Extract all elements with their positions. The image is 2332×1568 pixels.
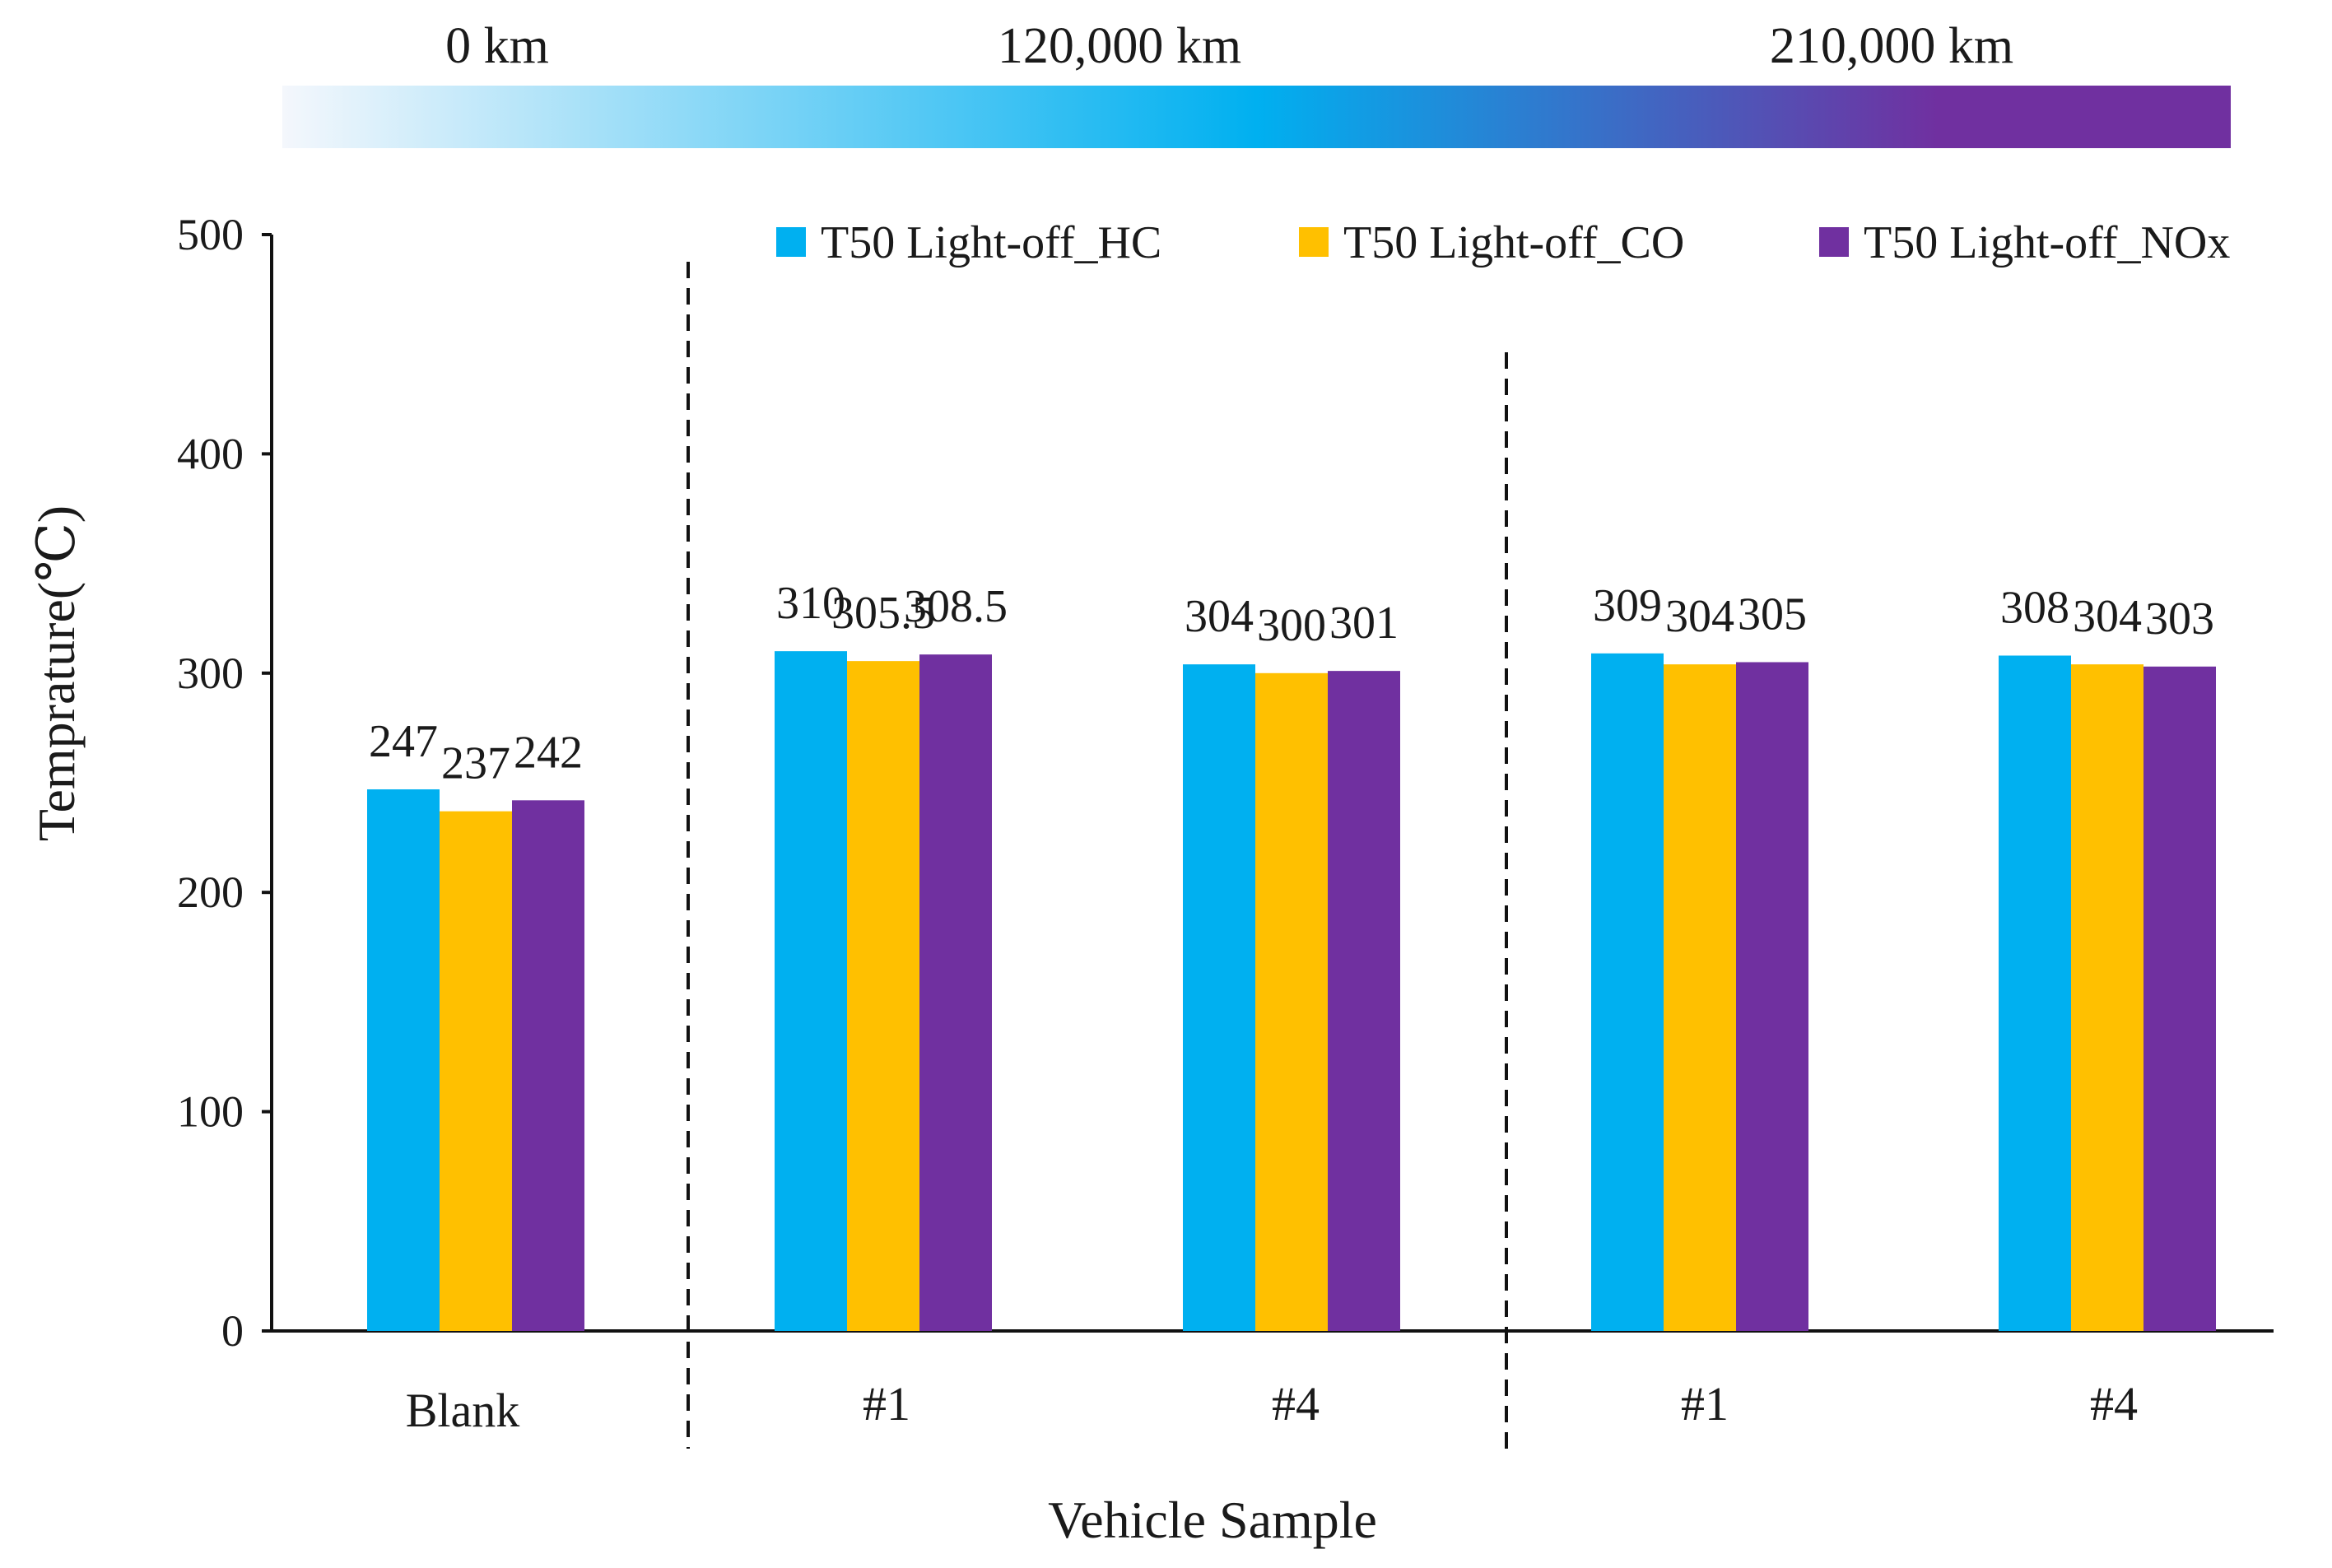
category-label-1-210k: #1 bbox=[1681, 1377, 1729, 1431]
bar-nox-0 bbox=[512, 800, 584, 1331]
y-tick-label: 500 bbox=[177, 210, 244, 259]
mileage-label-120000km: 120,000 km bbox=[998, 18, 1241, 74]
y-tick-label: 400 bbox=[177, 429, 244, 478]
bar-nox-4 bbox=[2143, 666, 2216, 1331]
data-label-hc-0: 247 bbox=[369, 716, 438, 767]
data-label-nox-2: 301 bbox=[1329, 598, 1399, 649]
legend-swatch-co bbox=[1299, 227, 1329, 257]
legend-swatch-hc bbox=[776, 227, 806, 257]
y-tick-label: 200 bbox=[177, 868, 244, 917]
data-label-nox-0: 242 bbox=[514, 727, 583, 778]
data-label-nox-4: 303 bbox=[2145, 593, 2214, 644]
legend-label-co: T50 Light-off_CO bbox=[1343, 217, 1684, 268]
data-label-hc-4: 308 bbox=[2000, 582, 2069, 633]
y-tick-label: 300 bbox=[177, 649, 244, 698]
y-tick-label: 100 bbox=[177, 1087, 244, 1137]
data-label-hc-1: 310 bbox=[776, 578, 845, 629]
bar-hc-3 bbox=[1591, 653, 1664, 1331]
category-label-blank: Blank bbox=[406, 1384, 520, 1437]
bar-hc-1 bbox=[775, 651, 847, 1331]
bar-co-1 bbox=[847, 661, 919, 1331]
data-label-co-3: 304 bbox=[1665, 591, 1734, 642]
data-label-co-1: 305.5 bbox=[831, 588, 935, 639]
bar-hc-4 bbox=[1999, 655, 2071, 1331]
data-label-hc-3: 309 bbox=[1593, 580, 1662, 631]
bar-co-4 bbox=[2071, 664, 2143, 1331]
category-label-4-120k: #4 bbox=[1272, 1377, 1320, 1431]
data-label-co-4: 304 bbox=[2073, 591, 2142, 642]
data-label-hc-2: 304 bbox=[1185, 591, 1254, 642]
legend: T50 Light-off_HC T50 Light-off_CO T50 Li… bbox=[776, 217, 2230, 268]
category-label-4-210k: #4 bbox=[2090, 1377, 2138, 1431]
y-axis-title: Temprature(℃) bbox=[27, 505, 86, 841]
x-axis-title: Vehicle Sample bbox=[1048, 1491, 1377, 1549]
data-label-co-0: 237 bbox=[441, 738, 510, 789]
y-tick-label: 0 bbox=[221, 1306, 244, 1356]
bar-hc-0 bbox=[367, 789, 440, 1331]
legend-label-nox: T50 Light-off_NOx bbox=[1864, 217, 2230, 268]
category-label-1-120k: #1 bbox=[863, 1377, 910, 1431]
data-label-co-2: 300 bbox=[1257, 600, 1326, 651]
mileage-label-210000km: 210,000 km bbox=[1770, 18, 2013, 74]
legend-swatch-nox bbox=[1819, 227, 1849, 257]
bar-nox-1 bbox=[919, 654, 992, 1331]
bar-co-3 bbox=[1664, 664, 1736, 1331]
bar-co-2 bbox=[1255, 672, 1328, 1331]
data-label-nox-1: 308.5 bbox=[904, 581, 1008, 632]
mileage-gradient-bar bbox=[282, 86, 2231, 148]
bar-co-0 bbox=[440, 811, 512, 1331]
bar-nox-3 bbox=[1736, 662, 1808, 1331]
data-label-nox-3: 305 bbox=[1738, 589, 1807, 640]
bar-hc-2 bbox=[1183, 664, 1255, 1331]
legend-label-hc: T50 Light-off_HC bbox=[821, 217, 1161, 268]
mileage-label-0km: 0 km bbox=[445, 18, 549, 74]
bar-nox-2 bbox=[1328, 671, 1400, 1331]
